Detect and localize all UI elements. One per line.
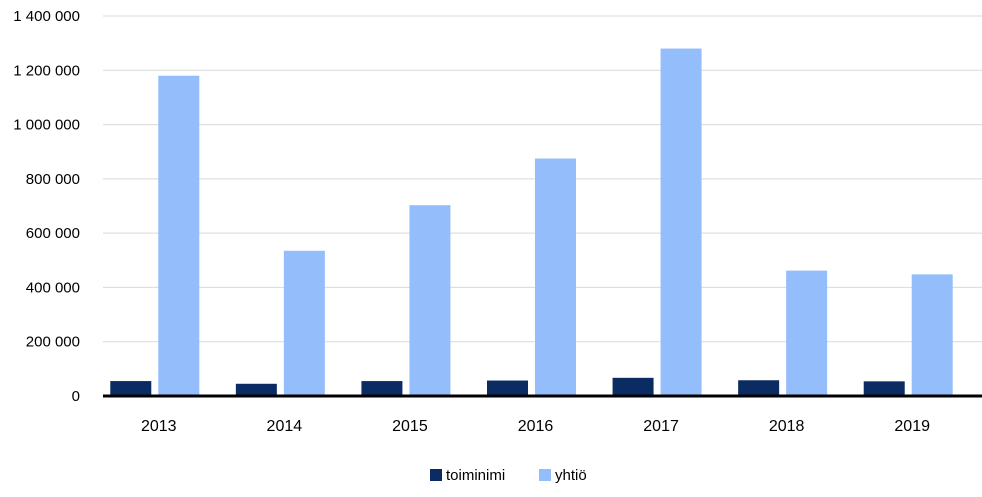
x-tick-label: 2015	[392, 418, 428, 435]
bar-series-2	[660, 48, 702, 396]
tick-labels: 0 200 000 400 000 600 000 800 000 1 000 000 1 …	[13, 8, 930, 435]
x-tick-label: 2013	[141, 418, 177, 435]
y-tick-label: 400 000	[26, 279, 80, 296]
x-tick-label: 2018	[769, 418, 805, 435]
bar-series-2	[409, 205, 451, 396]
legend-label: toiminimi	[446, 467, 505, 484]
legend-label: yhtiö	[555, 467, 587, 484]
legend: toiminimi yhtiö	[430, 467, 587, 484]
x-tick-label: 2017	[643, 418, 679, 435]
bar-series-2	[786, 270, 828, 396]
x-tick-label: 2019	[894, 418, 930, 435]
bar-series-2	[535, 158, 576, 396]
bars	[110, 48, 953, 396]
bar-series-1	[235, 383, 277, 396]
y-tick-label: 1 000 000	[13, 117, 80, 134]
y-tick-label: 800 000	[26, 171, 80, 188]
y-tick-label: 600 000	[26, 225, 80, 242]
bar-series-1	[863, 381, 905, 396]
y-tick-label: 1 200 000	[13, 62, 80, 79]
x-tick-label: 2016	[518, 418, 554, 435]
legend-swatch	[430, 469, 442, 481]
x-tick-label: 2014	[267, 418, 303, 435]
y-tick-label: 1 400 000	[13, 8, 80, 25]
bar-series-2	[158, 75, 200, 396]
y-tick-label: 0	[72, 388, 80, 405]
bar-series-1	[738, 380, 780, 396]
bar-series-1	[612, 377, 654, 396]
bar-series-2	[911, 274, 953, 396]
bar-series-1	[361, 381, 403, 396]
y-tick-label: 200 000	[26, 334, 80, 351]
bar-series-1	[110, 381, 152, 396]
bar-series-2	[283, 250, 325, 396]
legend-swatch	[539, 469, 551, 481]
bar-series-1	[487, 380, 528, 396]
